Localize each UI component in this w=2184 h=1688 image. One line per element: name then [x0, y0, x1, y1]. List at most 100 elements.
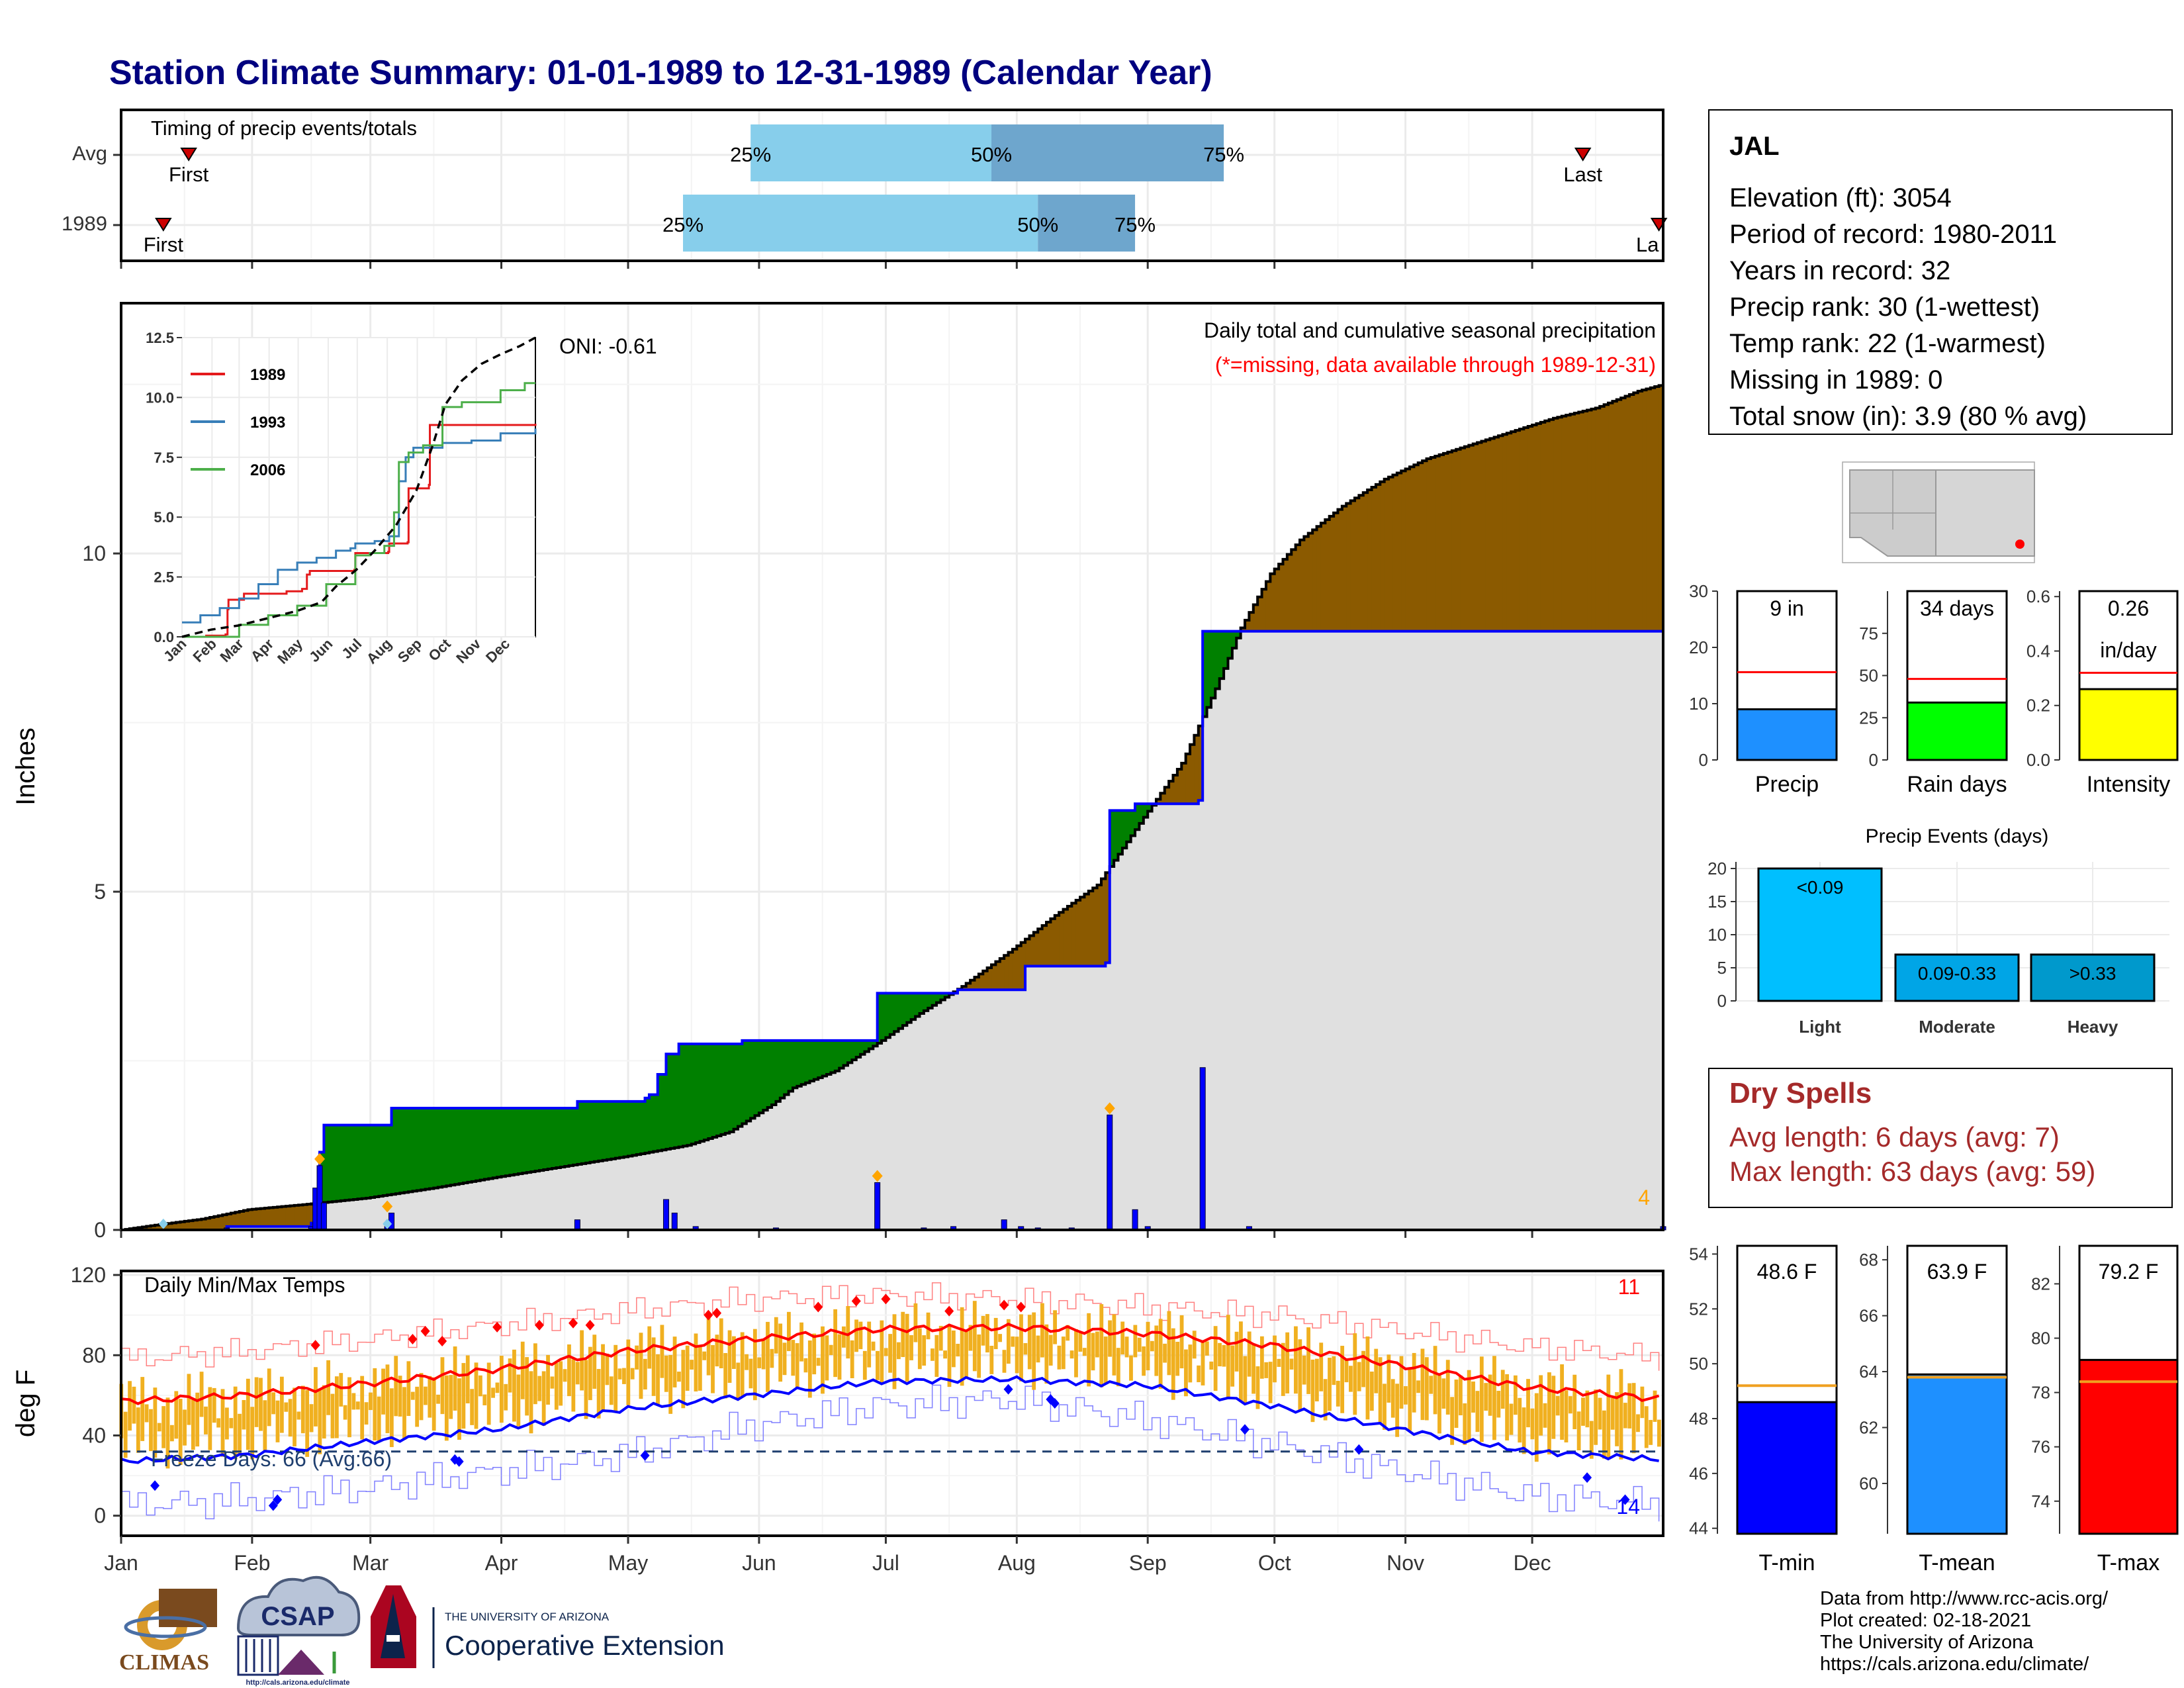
daily-temp-range-bar — [630, 1368, 635, 1380]
daily-temp-range-bar — [1353, 1333, 1357, 1415]
precip-deficit-slice — [239, 1211, 244, 1227]
daily-temp-range-bar — [1572, 1374, 1577, 1430]
university-logo: THE UNIVERSITY OF ARIZONA Cooperative Ex… — [371, 1585, 725, 1668]
precip-surplus-slice — [662, 1074, 667, 1150]
daily-temp-range-bar — [1268, 1362, 1273, 1403]
precip-deficit-slice — [273, 1207, 278, 1227]
daily-temp-range-bar — [1074, 1329, 1078, 1378]
temp-ytick-label: 120 — [71, 1263, 106, 1287]
precip-deficit-slice — [248, 1209, 253, 1227]
temp-summary-bar — [1736, 1401, 1838, 1535]
temp-summary-ytick-label: 50 — [1689, 1354, 1708, 1374]
record-min-line — [121, 1384, 1660, 1522]
precip-deficit-slice — [1582, 410, 1588, 632]
record-low-marker — [268, 1500, 278, 1511]
precip-surplus-slice — [1122, 810, 1127, 849]
precip-deficit-slice — [189, 1221, 194, 1230]
precip-deficit-slice — [1194, 735, 1199, 804]
daily-temp-range-bar — [757, 1357, 762, 1368]
precip-deficit-slice — [184, 1221, 189, 1230]
daily-temp-range-bar — [1264, 1362, 1269, 1378]
precip-surplus-slice — [450, 1108, 455, 1186]
precip-deficit-slice — [995, 961, 1001, 990]
precip-deficit-slice — [159, 1224, 164, 1230]
daily-temp-range-bar — [1328, 1358, 1332, 1411]
snow-marker — [158, 1218, 168, 1229]
cum-ytick-label: 10 — [82, 541, 106, 565]
precip-surplus-slice — [1228, 631, 1233, 659]
precip-deficit-slice — [1274, 569, 1279, 632]
precip-surplus-slice — [708, 1043, 713, 1139]
daily-temp-range-bar — [651, 1337, 656, 1396]
precip-surplus-slice — [391, 1108, 396, 1195]
daily-temp-range-bar — [1395, 1383, 1400, 1437]
precip-surplus-slice — [366, 1125, 371, 1198]
precip-deficit-slice — [1655, 387, 1660, 632]
precip-surplus-slice — [843, 1040, 848, 1066]
daily-temp-range-bar — [858, 1321, 863, 1350]
record-high-marker — [492, 1321, 502, 1333]
precip-deficit-slice — [302, 1204, 308, 1227]
precip-surplus-slice — [1203, 631, 1208, 717]
daily-temp-range-bar — [1294, 1326, 1298, 1394]
precip-deficit-slice — [1316, 526, 1322, 632]
record-low-marker — [1003, 1383, 1013, 1395]
precip-deficit-slice — [1443, 453, 1449, 632]
daily-temp-range-bar — [931, 1348, 934, 1361]
precip-surplus-slice — [586, 1101, 591, 1163]
daily-temp-range-bar — [596, 1369, 601, 1419]
summary-ytick-label: 30 — [1689, 581, 1708, 601]
record-low-marker — [1582, 1472, 1592, 1483]
daily-temp-range-bar — [1399, 1356, 1404, 1409]
station-info-line: Period of record: 1980-2011 — [1729, 220, 2057, 249]
daily-temp-range-bar — [871, 1341, 876, 1351]
month-tick-label: Mar — [352, 1551, 388, 1575]
precip-deficit-slice — [1012, 949, 1017, 990]
daily-temp-range-bar — [339, 1373, 343, 1407]
inset-ytick-label: 7.5 — [154, 449, 174, 466]
daily-precip-bar — [1001, 1219, 1007, 1231]
timing-label-25: 25% — [662, 213, 704, 236]
daily-temp-range-bar — [677, 1372, 681, 1382]
daily-temp-range-bar — [242, 1399, 246, 1430]
daily-temp-range-bar — [187, 1374, 191, 1425]
precip-surplus-slice — [915, 993, 921, 1017]
summary-ytick-label: 0 — [1699, 750, 1708, 770]
precip-surplus-slice — [552, 1108, 557, 1169]
daily-temp-range-bar — [1357, 1362, 1361, 1391]
daily-temp-range-bar — [1006, 1319, 1011, 1364]
precip-surplus-slice — [687, 1043, 692, 1146]
daily-temp-range-bar — [457, 1378, 461, 1440]
daily-precip-bar — [574, 1219, 580, 1231]
daily-temp-range-bar — [1188, 1344, 1193, 1383]
daily-temp-range-bar — [1019, 1314, 1023, 1382]
precip-deficit-slice — [1587, 410, 1592, 632]
precip-deficit-slice — [999, 958, 1005, 990]
precip-surplus-slice — [573, 1108, 578, 1165]
daily-temp-range-bar — [1534, 1393, 1539, 1462]
precip-surplus-slice — [742, 1040, 747, 1124]
daily-temp-range-bar — [136, 1407, 140, 1453]
precip-surplus-slice — [721, 1043, 726, 1135]
record-high-marker — [534, 1319, 544, 1331]
daily-temp-range-bar — [322, 1385, 326, 1439]
precip-surplus-slice — [501, 1108, 506, 1177]
daily-temp-range-bar — [1387, 1354, 1391, 1403]
temp-summary-box-text: 48.6 F — [1757, 1260, 1817, 1284]
timing-label-50: 50% — [971, 143, 1012, 166]
precip-deficit-slice — [1616, 399, 1621, 632]
daily-temp-range-bar — [1496, 1391, 1501, 1418]
precip-deficit-slice — [1283, 559, 1288, 632]
record-low-marker — [1240, 1424, 1250, 1435]
daily-temp-range-bar — [1420, 1348, 1425, 1421]
daily-temp-range-bar — [486, 1362, 491, 1425]
precip-deficit-slice — [974, 977, 979, 990]
precip-surplus-slice — [907, 993, 912, 1023]
precip-surplus-slice — [831, 1040, 836, 1073]
precip-deficit-slice — [1549, 419, 1554, 632]
daily-temp-range-bar — [504, 1383, 508, 1411]
precip-surplus-slice — [636, 1101, 641, 1155]
timing-title: Timing of precip events/totals — [151, 117, 417, 140]
precip-deficit-slice — [269, 1207, 274, 1227]
record-daily-precip-marker — [382, 1200, 393, 1213]
